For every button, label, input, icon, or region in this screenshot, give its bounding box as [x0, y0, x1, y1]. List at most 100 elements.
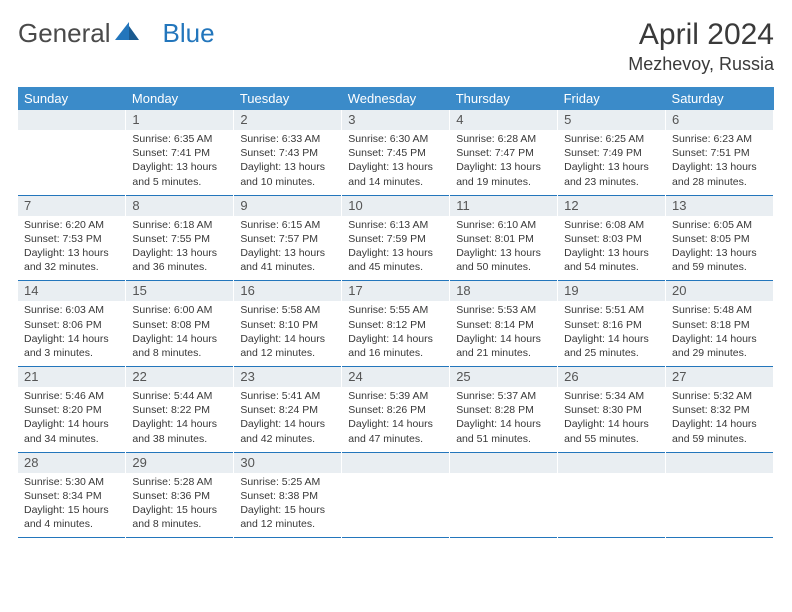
week-row: 1Sunrise: 6:35 AMSunset: 7:41 PMDaylight… [18, 110, 774, 195]
day-number: 28 [18, 453, 125, 473]
day-data: Sunrise: 5:48 AMSunset: 8:18 PMDaylight:… [666, 301, 773, 366]
daylight-text: Daylight: 14 hours and 55 minutes. [564, 417, 659, 445]
day-cell: 11Sunrise: 6:10 AMSunset: 8:01 PMDayligh… [450, 195, 558, 281]
daylight-text: Daylight: 13 hours and 45 minutes. [348, 246, 443, 274]
day-data: Sunrise: 5:55 AMSunset: 8:12 PMDaylight:… [342, 301, 449, 366]
day-number: 29 [126, 453, 233, 473]
sunrise-text: Sunrise: 6:28 AM [456, 132, 551, 146]
sunrise-text: Sunrise: 6:10 AM [456, 218, 551, 232]
sunset-text: Sunset: 8:18 PM [672, 318, 767, 332]
day-cell: 1Sunrise: 6:35 AMSunset: 7:41 PMDaylight… [126, 110, 234, 195]
weekday-sun: Sunday [18, 87, 126, 110]
sunset-text: Sunset: 7:55 PM [132, 232, 227, 246]
day-cell: 21Sunrise: 5:46 AMSunset: 8:20 PMDayligh… [18, 367, 126, 453]
daylight-text: Daylight: 13 hours and 5 minutes. [132, 160, 227, 188]
location: Mezhevoy, Russia [628, 54, 774, 75]
day-cell: 12Sunrise: 6:08 AMSunset: 8:03 PMDayligh… [558, 195, 666, 281]
day-data: Sunrise: 5:37 AMSunset: 8:28 PMDaylight:… [450, 387, 557, 452]
sunrise-text: Sunrise: 5:53 AM [456, 303, 551, 317]
sunset-text: Sunset: 8:32 PM [672, 403, 767, 417]
daylight-text: Daylight: 13 hours and 59 minutes. [672, 246, 767, 274]
daylight-text: Daylight: 13 hours and 14 minutes. [348, 160, 443, 188]
daylight-text: Daylight: 13 hours and 19 minutes. [456, 160, 551, 188]
day-data: Sunrise: 6:35 AMSunset: 7:41 PMDaylight:… [126, 130, 233, 195]
weekday-mon: Monday [126, 87, 234, 110]
day-number: 21 [18, 367, 125, 387]
sunrise-text: Sunrise: 5:55 AM [348, 303, 443, 317]
weekday-tue: Tuesday [234, 87, 342, 110]
logo-text-general: General [18, 18, 111, 49]
day-data [450, 473, 557, 533]
daylight-text: Daylight: 13 hours and 41 minutes. [240, 246, 335, 274]
weekday-sat: Saturday [666, 87, 774, 110]
sunrise-text: Sunrise: 5:30 AM [24, 475, 119, 489]
day-data: Sunrise: 5:41 AMSunset: 8:24 PMDaylight:… [234, 387, 341, 452]
day-cell: 20Sunrise: 5:48 AMSunset: 8:18 PMDayligh… [666, 281, 774, 367]
day-number: 1 [126, 110, 233, 130]
logo-triangle-icon [115, 18, 141, 49]
sunset-text: Sunset: 7:59 PM [348, 232, 443, 246]
sunset-text: Sunset: 8:24 PM [240, 403, 335, 417]
sunrise-text: Sunrise: 5:51 AM [564, 303, 659, 317]
day-cell: 9Sunrise: 6:15 AMSunset: 7:57 PMDaylight… [234, 195, 342, 281]
day-data: Sunrise: 6:33 AMSunset: 7:43 PMDaylight:… [234, 130, 341, 195]
day-number: 18 [450, 281, 557, 301]
sunrise-text: Sunrise: 5:28 AM [132, 475, 227, 489]
day-number: 17 [342, 281, 449, 301]
daylight-text: Daylight: 14 hours and 59 minutes. [672, 417, 767, 445]
sunrise-text: Sunrise: 6:25 AM [564, 132, 659, 146]
daylight-text: Daylight: 13 hours and 50 minutes. [456, 246, 551, 274]
day-cell [342, 452, 450, 538]
week-row: 21Sunrise: 5:46 AMSunset: 8:20 PMDayligh… [18, 367, 774, 453]
sunrise-text: Sunrise: 6:15 AM [240, 218, 335, 232]
day-cell: 14Sunrise: 6:03 AMSunset: 8:06 PMDayligh… [18, 281, 126, 367]
day-data: Sunrise: 5:46 AMSunset: 8:20 PMDaylight:… [18, 387, 125, 452]
sunset-text: Sunset: 7:43 PM [240, 146, 335, 160]
day-data: Sunrise: 5:34 AMSunset: 8:30 PMDaylight:… [558, 387, 665, 452]
sunrise-text: Sunrise: 6:03 AM [24, 303, 119, 317]
sunset-text: Sunset: 8:10 PM [240, 318, 335, 332]
day-number: 9 [234, 196, 341, 216]
sunset-text: Sunset: 8:30 PM [564, 403, 659, 417]
day-number: 2 [234, 110, 341, 130]
day-number [450, 453, 557, 473]
day-cell [450, 452, 558, 538]
daylight-text: Daylight: 14 hours and 34 minutes. [24, 417, 119, 445]
day-data: Sunrise: 6:03 AMSunset: 8:06 PMDaylight:… [18, 301, 125, 366]
daylight-text: Daylight: 13 hours and 10 minutes. [240, 160, 335, 188]
day-data: Sunrise: 6:00 AMSunset: 8:08 PMDaylight:… [126, 301, 233, 366]
day-data: Sunrise: 5:44 AMSunset: 8:22 PMDaylight:… [126, 387, 233, 452]
daylight-text: Daylight: 14 hours and 38 minutes. [132, 417, 227, 445]
sunset-text: Sunset: 8:34 PM [24, 489, 119, 503]
day-number [666, 453, 773, 473]
sunrise-text: Sunrise: 5:46 AM [24, 389, 119, 403]
weekday-thu: Thursday [450, 87, 558, 110]
day-data: Sunrise: 5:25 AMSunset: 8:38 PMDaylight:… [234, 473, 341, 538]
sunrise-text: Sunrise: 5:34 AM [564, 389, 659, 403]
day-number: 25 [450, 367, 557, 387]
day-number: 16 [234, 281, 341, 301]
daylight-text: Daylight: 15 hours and 8 minutes. [132, 503, 227, 531]
day-number: 14 [18, 281, 125, 301]
sunset-text: Sunset: 8:36 PM [132, 489, 227, 503]
day-number: 3 [342, 110, 449, 130]
day-cell: 4Sunrise: 6:28 AMSunset: 7:47 PMDaylight… [450, 110, 558, 195]
day-cell [18, 110, 126, 195]
sunset-text: Sunset: 8:06 PM [24, 318, 119, 332]
day-cell: 13Sunrise: 6:05 AMSunset: 8:05 PMDayligh… [666, 195, 774, 281]
daylight-text: Daylight: 14 hours and 3 minutes. [24, 332, 119, 360]
day-number: 6 [666, 110, 773, 130]
day-number: 8 [126, 196, 233, 216]
day-data: Sunrise: 5:30 AMSunset: 8:34 PMDaylight:… [18, 473, 125, 538]
day-data: Sunrise: 6:08 AMSunset: 8:03 PMDaylight:… [558, 216, 665, 281]
day-cell: 18Sunrise: 5:53 AMSunset: 8:14 PMDayligh… [450, 281, 558, 367]
logo: General Blue [18, 18, 215, 49]
day-number: 15 [126, 281, 233, 301]
title-block: April 2024 Mezhevoy, Russia [628, 18, 774, 75]
day-cell: 29 Sunrise: 5:28 AMSunset: 8:36 PMDayligh… [126, 452, 234, 538]
sunset-text: Sunset: 7:41 PM [132, 146, 227, 160]
daylight-text: Daylight: 13 hours and 23 minutes. [564, 160, 659, 188]
sunrise-text: Sunrise: 6:13 AM [348, 218, 443, 232]
daylight-text: Daylight: 14 hours and 47 minutes. [348, 417, 443, 445]
day-cell: 26Sunrise: 5:34 AMSunset: 8:30 PMDayligh… [558, 367, 666, 453]
